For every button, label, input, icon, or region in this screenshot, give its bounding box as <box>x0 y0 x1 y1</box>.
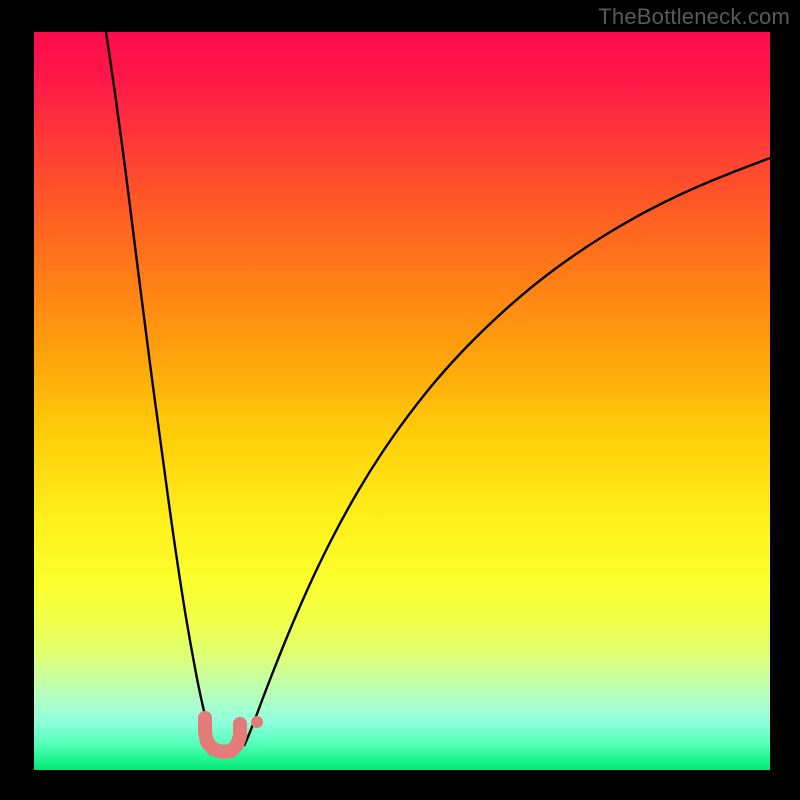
chart-stage: TheBottleneck.com <box>0 0 800 800</box>
right-curve <box>244 158 770 746</box>
plot-area <box>34 32 770 770</box>
left-curve <box>106 32 214 746</box>
minimum-marker <box>205 718 240 752</box>
curve-layer <box>34 32 770 770</box>
minimum-marker-dot <box>251 716 263 728</box>
watermark-text: TheBottleneck.com <box>598 4 790 30</box>
